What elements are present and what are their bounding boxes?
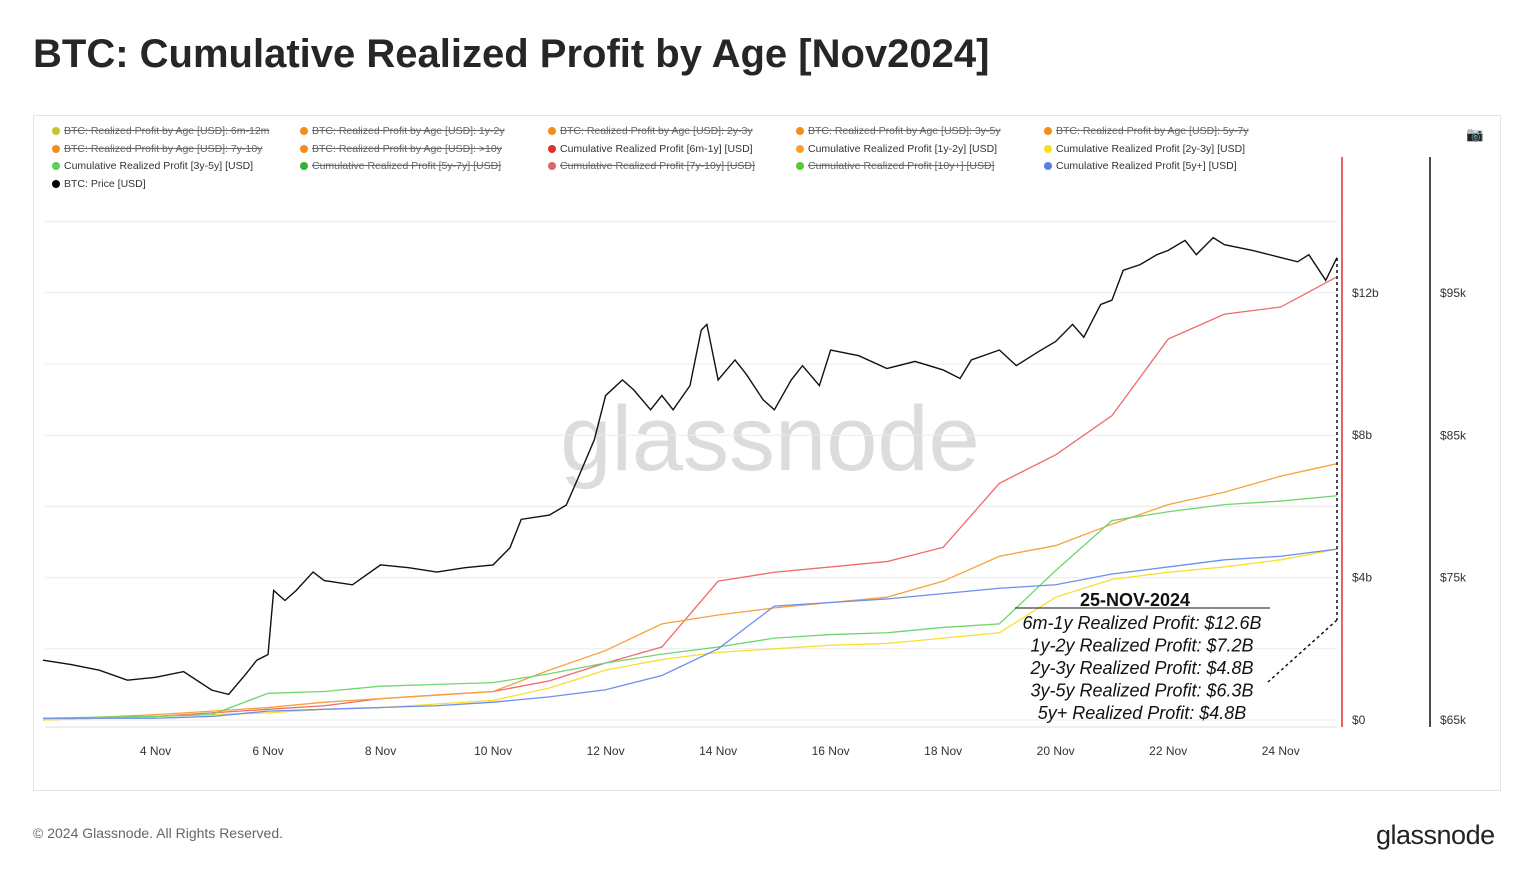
x-tick-label: 22 Nov xyxy=(1149,744,1187,758)
legend-item[interactable]: BTC: Realized Profit by Age [USD]: 6m-12… xyxy=(52,124,300,139)
legend-label: BTC: Realized Profit by Age [USD]: 3y-5y xyxy=(808,125,1001,138)
legend-item[interactable]: BTC: Realized Profit by Age [USD]: 1y-2y xyxy=(300,124,548,139)
legend-label: BTC: Realized Profit by Age [USD]: 1y-2y xyxy=(312,125,505,138)
annotation-line: 6m-1y Realized Profit: $12.6B xyxy=(1022,613,1261,633)
legend-dot-icon xyxy=(796,144,804,153)
legend-item[interactable]: Cumulative Realized Profit [1y-2y] [USD] xyxy=(796,142,1044,157)
legend-item[interactable]: Cumulative Realized Profit [10y+] [USD] xyxy=(796,159,1044,174)
annotation-line: 1y-2y Realized Profit: $7.2B xyxy=(1030,636,1253,656)
legend-label: BTC: Realized Profit by Age [USD]: 5y-7y xyxy=(1056,125,1249,138)
left-y-tick-label: $12b xyxy=(1352,286,1379,300)
legend-dot-icon xyxy=(1044,162,1052,171)
legend-label: Cumulative Realized Profit [7y-10y] [USD… xyxy=(560,160,755,173)
legend-dot-icon xyxy=(1044,127,1052,136)
chart-frame xyxy=(33,115,1501,791)
legend-label: Cumulative Realized Profit [1y-2y] [USD] xyxy=(808,142,998,155)
series-line xyxy=(42,276,1338,721)
series-line xyxy=(42,548,1338,721)
copyright: © 2024 Glassnode. All Rights Reserved. xyxy=(33,825,284,841)
legend-dot-icon xyxy=(52,179,60,188)
right-y-tick-label: $85k xyxy=(1440,428,1467,442)
legend-dot-icon xyxy=(300,127,308,136)
annotation-date: 25-NOV-2024 xyxy=(1080,590,1190,610)
legend-dot-icon xyxy=(548,127,556,136)
legend-dot-icon xyxy=(300,162,308,171)
right-y-tick-label: $95k xyxy=(1440,286,1467,300)
legend-dot-icon xyxy=(52,162,60,171)
x-tick-label: 14 Nov xyxy=(699,744,737,758)
legend-dot-icon xyxy=(52,127,60,136)
legend-item[interactable]: Cumulative Realized Profit [3y-5y] [USD] xyxy=(52,159,300,174)
legend-item[interactable]: Cumulative Realized Profit [6m-1y] [USD] xyxy=(548,142,796,157)
legend-label: BTC: Realized Profit by Age [USD]: 7y-10… xyxy=(64,142,263,155)
right-y-tick-label: $65k xyxy=(1440,713,1467,727)
legend-label: Cumulative Realized Profit [6m-1y] [USD] xyxy=(560,142,753,155)
x-tick-label: 8 Nov xyxy=(365,744,396,758)
x-tick-label: 10 Nov xyxy=(474,744,512,758)
annotation-line: 5y+ Realized Profit: $4.8B xyxy=(1038,703,1247,723)
legend-dot-icon xyxy=(1044,144,1052,153)
x-tick-label: 20 Nov xyxy=(1037,744,1075,758)
watermark: glassnode xyxy=(560,388,979,490)
annotation-line: 2y-3y Realized Profit: $4.8B xyxy=(1029,658,1253,678)
legend-item[interactable]: Cumulative Realized Profit [5y-7y] [USD] xyxy=(300,159,548,174)
x-tick-label: 12 Nov xyxy=(587,744,625,758)
legend-label: BTC: Realized Profit by Age [USD]: 2y-3y xyxy=(560,125,753,138)
left-y-tick-label: $8b xyxy=(1352,428,1372,442)
x-tick-label: 24 Nov xyxy=(1262,744,1300,758)
series-line xyxy=(42,495,1338,719)
legend-dot-icon xyxy=(52,144,60,153)
legend-label: Cumulative Realized Profit [5y+] [USD] xyxy=(1056,160,1237,173)
left-y-tick-label: $0 xyxy=(1352,713,1366,727)
legend-item[interactable]: BTC: Realized Profit by Age [USD]: 7y-10… xyxy=(52,142,300,157)
legend: BTC: Realized Profit by Age [USD]: 6m-12… xyxy=(52,124,1322,191)
glassnode-logo: glassnode xyxy=(1376,820,1495,850)
x-tick-label: 16 Nov xyxy=(812,744,850,758)
legend-dot-icon xyxy=(796,127,804,136)
legend-item[interactable]: BTC: Realized Profit by Age [USD]: 5y-7y xyxy=(1044,124,1292,139)
legend-item[interactable]: BTC: Realized Profit by Age [USD]: >10y xyxy=(300,142,548,157)
legend-dot-icon xyxy=(300,144,308,153)
legend-item[interactable]: Cumulative Realized Profit [5y+] [USD] xyxy=(1044,159,1292,174)
legend-item[interactable]: BTC: Price [USD] xyxy=(52,177,300,192)
annotation-pointer xyxy=(1267,619,1338,683)
legend-item[interactable]: Cumulative Realized Profit [2y-3y] [USD] xyxy=(1044,142,1292,157)
legend-item[interactable]: Cumulative Realized Profit [7y-10y] [USD… xyxy=(548,159,796,174)
x-tick-label: 18 Nov xyxy=(924,744,962,758)
price-line xyxy=(42,236,1338,696)
legend-item[interactable]: BTC: Realized Profit by Age [USD]: 3y-5y xyxy=(796,124,1044,139)
legend-label: Cumulative Realized Profit [5y-7y] [USD] xyxy=(312,160,502,173)
page-title: BTC: Cumulative Realized Profit by Age [… xyxy=(33,32,990,76)
legend-dot-icon xyxy=(548,162,556,171)
x-tick-label: 6 Nov xyxy=(252,744,283,758)
series-line xyxy=(42,463,1338,721)
legend-label: BTC: Realized Profit by Age [USD]: 6m-12… xyxy=(64,125,270,138)
series-line xyxy=(43,548,1338,719)
right-y-tick-label: $75k xyxy=(1440,571,1467,585)
legend-dot-icon xyxy=(796,162,804,171)
legend-item[interactable]: BTC: Realized Profit by Age [USD]: 2y-3y xyxy=(548,124,796,139)
legend-label: BTC: Realized Profit by Age [USD]: >10y xyxy=(312,142,502,155)
legend-dot-icon xyxy=(548,144,556,153)
legend-label: Cumulative Realized Profit [10y+] [USD] xyxy=(808,160,995,173)
camera-icon[interactable]: 📷 xyxy=(1466,126,1484,142)
annotation-line: 3y-5y Realized Profit: $6.3B xyxy=(1030,681,1253,701)
legend-label: Cumulative Realized Profit [2y-3y] [USD] xyxy=(1056,142,1246,155)
left-y-tick-label: $4b xyxy=(1352,571,1372,585)
legend-label: Cumulative Realized Profit [3y-5y] [USD] xyxy=(64,160,254,173)
legend-label: BTC: Price [USD] xyxy=(64,177,146,190)
x-tick-label: 4 Nov xyxy=(140,744,171,758)
